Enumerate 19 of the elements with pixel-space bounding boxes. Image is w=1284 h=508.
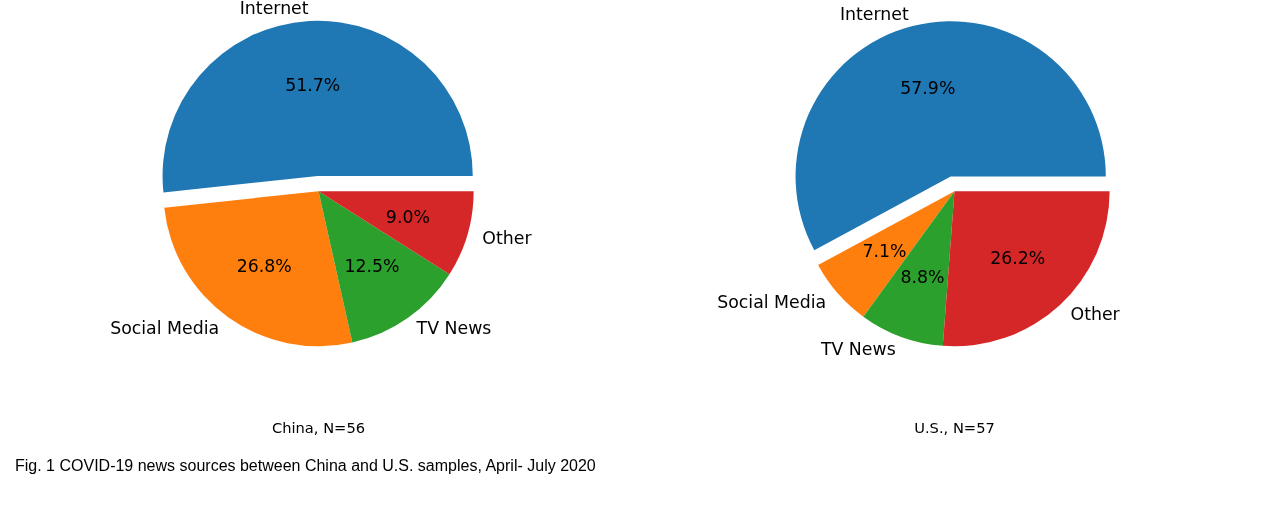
slice-label: Other	[1070, 304, 1121, 325]
text: China, N=56	[271, 419, 366, 437]
data-label: 12.5%	[344, 256, 400, 277]
slice-label: TV News	[415, 318, 492, 339]
slice-label: Social Media	[110, 317, 220, 338]
data-label: 9.0%	[385, 206, 430, 227]
slice-label: Social Media	[717, 291, 827, 312]
data-label: 7.1%	[862, 241, 907, 262]
data-label: 26.2%	[990, 248, 1046, 269]
slice-label: Internet	[239, 0, 309, 19]
slice-label: Internet	[839, 3, 909, 24]
slice-label: Other	[482, 227, 533, 248]
caption: Fig. 1 COVID-19 news sources between China and U.S. samples, April- July 2020	[15, 456, 596, 476]
text: U.S., N=57	[914, 419, 995, 437]
data-label: 8.8%	[900, 267, 945, 288]
data-label: 57.9%	[900, 77, 956, 98]
slice-label: TV News	[819, 338, 896, 359]
data-label: 26.8%	[236, 255, 292, 276]
data-label: 51.7%	[285, 74, 341, 95]
